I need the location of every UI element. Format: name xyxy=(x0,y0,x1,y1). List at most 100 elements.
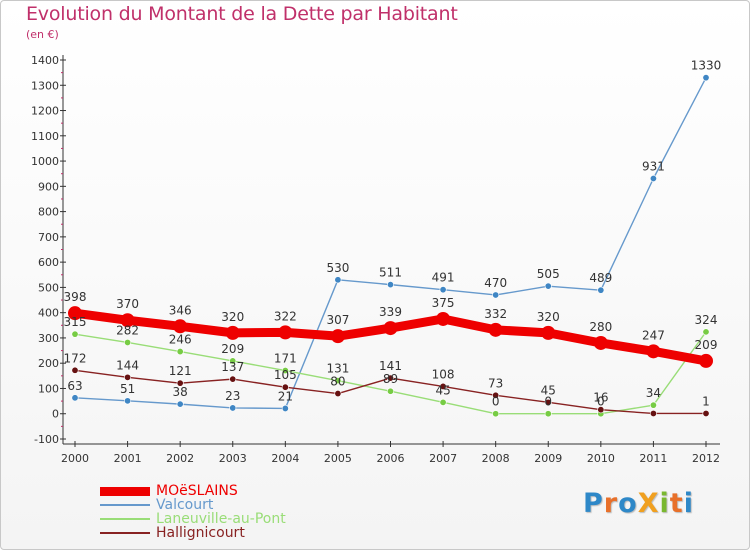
data-point-hallignicourt xyxy=(492,391,500,399)
y-tick-label: 1200 xyxy=(31,105,59,118)
data-point-hallignicourt xyxy=(281,383,289,391)
data-label-valcourt: 931 xyxy=(642,160,665,174)
data-label-laneuville-au-pont: 0 xyxy=(597,395,605,409)
data-label-laneuville-au-pont: 209 xyxy=(221,342,244,356)
data-label-laneuville-au-pont: 246 xyxy=(169,333,192,347)
data-point-mo-slains xyxy=(646,344,661,359)
data-label-mo-slains: 375 xyxy=(432,296,455,310)
data-point-valcourt xyxy=(176,400,184,408)
data-label-mo-slains: 247 xyxy=(642,328,665,342)
logo-letter: t xyxy=(669,488,684,519)
x-tick-label: 2009 xyxy=(534,452,562,465)
y-tick-label: 200 xyxy=(38,357,59,370)
y-tick-label: 1300 xyxy=(31,79,59,92)
logo-letter: P xyxy=(583,488,604,519)
data-point-valcourt xyxy=(334,276,342,284)
data-point-laneuville-au-pont xyxy=(492,410,500,418)
data-point-laneuville-au-pont xyxy=(71,330,79,338)
data-label-mo-slains: 370 xyxy=(116,297,139,311)
logo-letter: o xyxy=(618,488,638,519)
data-label-mo-slains: 322 xyxy=(274,309,297,323)
data-label-valcourt: 51 xyxy=(120,382,135,396)
data-label-hallignicourt: 105 xyxy=(274,368,297,382)
x-tick-label: 2004 xyxy=(271,452,299,465)
data-point-hallignicourt xyxy=(229,375,237,383)
legend-swatch xyxy=(100,532,150,534)
data-point-mo-slains xyxy=(593,335,608,350)
data-point-mo-slains xyxy=(330,329,345,344)
data-point-hallignicourt xyxy=(702,409,710,417)
data-point-laneuville-au-pont xyxy=(544,410,552,418)
data-point-hallignicourt xyxy=(334,390,342,398)
y-tick-label: 300 xyxy=(38,332,59,345)
data-point-mo-slains xyxy=(225,325,240,340)
data-label-laneuville-au-pont: 171 xyxy=(274,352,297,366)
legend-item-mo-slains: MOëSLAINS xyxy=(100,484,286,498)
x-tick-label: 2007 xyxy=(429,452,457,465)
data-label-mo-slains: 332 xyxy=(484,307,507,321)
data-point-laneuville-au-pont xyxy=(702,328,710,336)
logo-letter: i xyxy=(659,488,670,519)
data-label-valcourt: 63 xyxy=(67,379,82,393)
y-tick-label: 1000 xyxy=(31,155,59,168)
data-point-hallignicourt xyxy=(439,382,447,390)
data-label-hallignicourt: 121 xyxy=(169,364,192,378)
logo-letter: X xyxy=(637,488,660,519)
data-point-valcourt xyxy=(702,74,710,82)
y-tick-label: 700 xyxy=(38,231,59,244)
data-point-valcourt xyxy=(229,404,237,412)
y-tick-label: 100 xyxy=(38,382,59,395)
data-label-valcourt: 21 xyxy=(278,389,293,403)
data-label-mo-slains: 307 xyxy=(326,313,349,327)
y-tick-label: 800 xyxy=(38,206,59,219)
data-label-laneuville-au-pont: 0 xyxy=(544,395,552,409)
data-point-mo-slains xyxy=(173,319,188,334)
y-tick-label: 600 xyxy=(38,256,59,269)
data-label-mo-slains: 320 xyxy=(221,310,244,324)
data-label-mo-slains: 398 xyxy=(64,290,87,304)
data-label-hallignicourt: 80 xyxy=(330,375,345,389)
data-label-hallignicourt: 137 xyxy=(221,360,244,374)
data-label-laneuville-au-pont: 324 xyxy=(695,313,718,327)
legend-label: MOëSLAINS xyxy=(156,483,238,499)
data-point-laneuville-au-pont xyxy=(124,338,132,346)
data-label-hallignicourt: 16 xyxy=(593,391,608,405)
data-label-hallignicourt: 144 xyxy=(116,358,139,372)
legend-label: Valcourt xyxy=(156,497,214,513)
legend-item-valcourt: Valcourt xyxy=(100,498,286,512)
legend: MOëSLAINS Valcourt Laneuville-au-Pont Halli… xyxy=(100,484,286,540)
data-label-mo-slains: 346 xyxy=(169,303,192,317)
data-point-laneuville-au-pont xyxy=(334,377,342,385)
x-tick-label: 2011 xyxy=(639,452,667,465)
x-tick-label: 2003 xyxy=(219,452,247,465)
chart-title: Evolution du Montant de la Dette par Hab… xyxy=(26,3,458,25)
data-label-laneuville-au-pont: 131 xyxy=(326,362,349,376)
x-tick-label: 2006 xyxy=(377,452,405,465)
y-tick-label: 1400 xyxy=(31,54,59,67)
data-label-hallignicourt: 141 xyxy=(379,359,402,373)
data-point-valcourt xyxy=(544,282,552,290)
data-label-valcourt: 470 xyxy=(484,276,507,290)
x-tick-label: 2008 xyxy=(482,452,510,465)
legend-swatch xyxy=(100,486,150,496)
y-tick-label: 400 xyxy=(38,307,59,320)
y-tick-label: 1100 xyxy=(31,130,59,143)
data-point-mo-slains xyxy=(278,325,293,340)
data-point-mo-slains xyxy=(488,322,503,337)
data-point-valcourt xyxy=(649,175,657,183)
proxiti-logo: ProXiti xyxy=(583,488,694,519)
data-label-laneuville-au-pont: 315 xyxy=(64,315,87,329)
data-point-mo-slains xyxy=(541,325,556,340)
legend-swatch xyxy=(100,504,150,506)
legend-item-laneuville-au-pont: Laneuville-au-Pont xyxy=(100,512,286,526)
data-label-laneuville-au-pont: 282 xyxy=(116,323,139,337)
data-label-hallignicourt: 1 xyxy=(702,394,710,408)
chart-subtitle: (en €) xyxy=(26,28,59,41)
data-label-mo-slains: 339 xyxy=(379,305,402,319)
data-label-valcourt: 489 xyxy=(589,271,612,285)
y-tick-label: 0 xyxy=(52,408,59,421)
data-point-laneuville-au-pont xyxy=(229,357,237,365)
x-tick-label: 2010 xyxy=(587,452,615,465)
data-point-mo-slains xyxy=(383,321,398,336)
